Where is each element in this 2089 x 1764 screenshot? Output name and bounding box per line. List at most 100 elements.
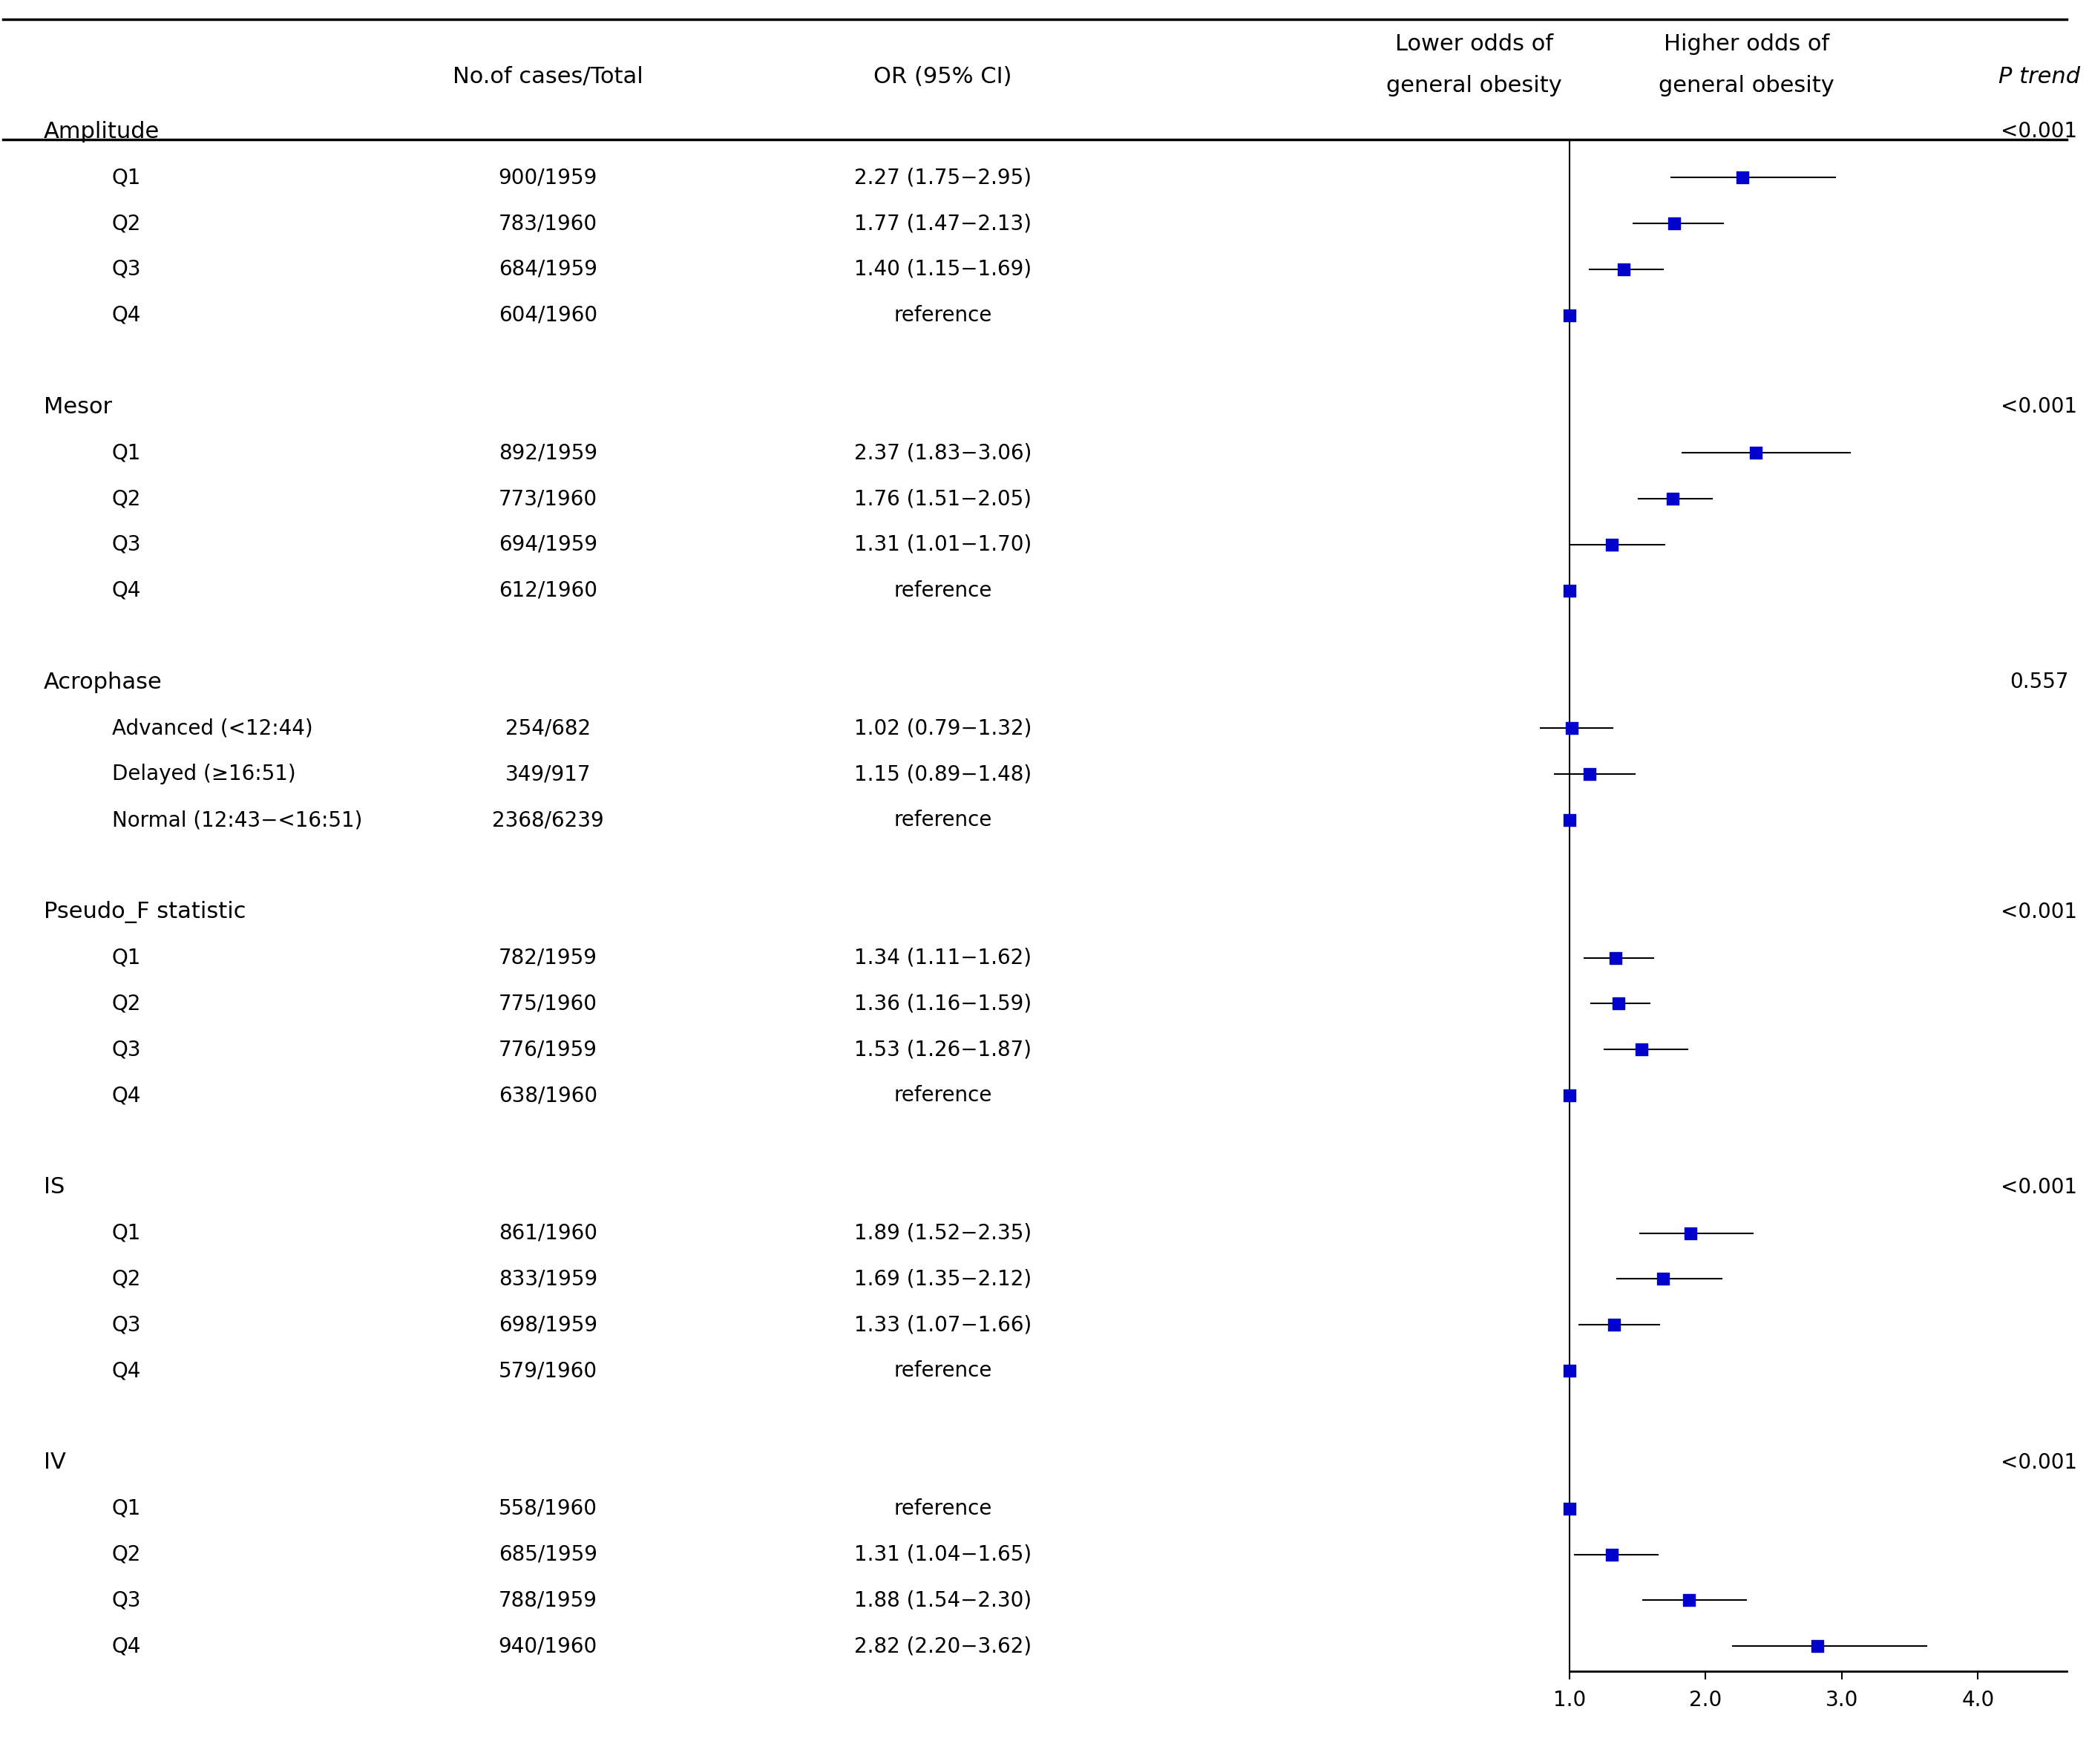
Text: 833/1959: 833/1959 <box>499 1268 597 1289</box>
Text: 558/1960: 558/1960 <box>499 1498 597 1519</box>
Text: Q3: Q3 <box>113 259 142 280</box>
Point <box>1552 302 1586 330</box>
Text: 788/1959: 788/1959 <box>499 1589 597 1611</box>
Text: 1.33 (1.07−1.66): 1.33 (1.07−1.66) <box>854 1314 1032 1335</box>
Text: 775/1960: 775/1960 <box>499 993 597 1014</box>
Text: 1.88 (1.54−2.30): 1.88 (1.54−2.30) <box>854 1589 1032 1611</box>
Point <box>1556 714 1590 743</box>
Text: Q4: Q4 <box>113 305 142 326</box>
Text: Pseudo_F statistic: Pseudo_F statistic <box>44 901 247 923</box>
Text: <0.001: <0.001 <box>2001 1452 2076 1473</box>
Point <box>1552 577 1586 605</box>
Text: Q2: Q2 <box>113 1268 142 1289</box>
Text: 1.02 (0.79−1.32): 1.02 (0.79−1.32) <box>854 718 1032 739</box>
Text: P trend: P trend <box>1999 65 2081 86</box>
Text: 1.69 (1.35−2.12): 1.69 (1.35−2.12) <box>854 1268 1032 1289</box>
Text: 604/1960: 604/1960 <box>499 305 597 326</box>
Text: IV: IV <box>44 1452 67 1473</box>
Text: 2.37 (1.83−3.06): 2.37 (1.83−3.06) <box>854 443 1032 464</box>
Text: 638/1960: 638/1960 <box>499 1085 597 1106</box>
Text: Q3: Q3 <box>113 1314 142 1335</box>
Text: 1.40 (1.15−1.69): 1.40 (1.15−1.69) <box>854 259 1032 280</box>
Text: IS: IS <box>44 1177 65 1198</box>
Text: 783/1960: 783/1960 <box>499 213 597 235</box>
Text: 2.27 (1.75−2.95): 2.27 (1.75−2.95) <box>854 168 1032 189</box>
Text: 773/1960: 773/1960 <box>499 489 597 510</box>
Text: Q2: Q2 <box>113 489 142 510</box>
Text: reference: reference <box>894 580 992 602</box>
Point <box>1646 1265 1680 1293</box>
Text: 349/917: 349/917 <box>506 764 591 785</box>
Text: Q4: Q4 <box>113 1635 142 1656</box>
Text: 1.31 (1.04−1.65): 1.31 (1.04−1.65) <box>854 1544 1032 1565</box>
Text: Higher odds of: Higher odds of <box>1663 34 1830 55</box>
Text: <0.001: <0.001 <box>2001 1177 2076 1198</box>
Text: 1.34 (1.11−1.62): 1.34 (1.11−1.62) <box>854 947 1032 968</box>
Text: reference: reference <box>894 810 992 831</box>
Text: Q3: Q3 <box>113 1039 142 1060</box>
Text: Delayed (≥16:51): Delayed (≥16:51) <box>113 764 297 785</box>
Point <box>1673 1219 1707 1247</box>
Text: 1.36 (1.16−1.59): 1.36 (1.16−1.59) <box>854 993 1032 1014</box>
Point <box>1726 164 1759 192</box>
Text: Q2: Q2 <box>113 1544 142 1565</box>
Text: Q4: Q4 <box>113 580 142 602</box>
Text: 2.0: 2.0 <box>1690 1690 1721 1711</box>
Point <box>1602 990 1636 1018</box>
Text: Q2: Q2 <box>113 993 142 1014</box>
Text: reference: reference <box>894 1498 992 1519</box>
Text: Lower odds of: Lower odds of <box>1395 34 1552 55</box>
Text: 1.15 (0.89−1.48): 1.15 (0.89−1.48) <box>854 764 1032 785</box>
Text: 612/1960: 612/1960 <box>499 580 597 602</box>
Point <box>1552 1081 1586 1110</box>
Text: Q1: Q1 <box>113 1222 142 1244</box>
Text: Q1: Q1 <box>113 168 142 189</box>
Point <box>1594 531 1627 559</box>
Point <box>1598 1311 1632 1339</box>
Point <box>1594 1540 1627 1568</box>
Text: reference: reference <box>894 305 992 326</box>
Text: 2.82 (2.20−3.62): 2.82 (2.20−3.62) <box>854 1635 1032 1656</box>
Text: 1.0: 1.0 <box>1552 1690 1586 1711</box>
Text: 2368/6239: 2368/6239 <box>491 810 604 831</box>
Text: general obesity: general obesity <box>1387 74 1563 97</box>
Text: 776/1959: 776/1959 <box>499 1039 597 1060</box>
Point <box>1598 944 1632 972</box>
Text: Q2: Q2 <box>113 213 142 235</box>
Point <box>1673 1586 1707 1614</box>
Point <box>1625 1035 1659 1064</box>
Point <box>1552 1357 1586 1385</box>
Text: Q1: Q1 <box>113 1498 142 1519</box>
Text: 4.0: 4.0 <box>1962 1690 1995 1711</box>
Text: Q3: Q3 <box>113 534 142 556</box>
Text: Amplitude: Amplitude <box>44 122 161 143</box>
Text: Mesor: Mesor <box>44 397 113 418</box>
Text: <0.001: <0.001 <box>2001 122 2076 141</box>
Point <box>1606 256 1640 284</box>
Text: Acrophase: Acrophase <box>44 672 163 693</box>
Text: Normal (12:43−<16:51): Normal (12:43−<16:51) <box>113 810 361 831</box>
Text: Q4: Q4 <box>113 1360 142 1381</box>
Text: 782/1959: 782/1959 <box>499 947 597 968</box>
Text: 1.53 (1.26−1.87): 1.53 (1.26−1.87) <box>854 1039 1032 1060</box>
Text: OR (95% CI): OR (95% CI) <box>873 65 1011 86</box>
Text: Q4: Q4 <box>113 1085 142 1106</box>
Text: 1.77 (1.47−2.13): 1.77 (1.47−2.13) <box>854 213 1032 235</box>
Text: Q1: Q1 <box>113 947 142 968</box>
Point <box>1552 1494 1586 1522</box>
Text: general obesity: general obesity <box>1659 74 1834 97</box>
Text: reference: reference <box>894 1085 992 1106</box>
Text: reference: reference <box>894 1360 992 1381</box>
Text: 694/1959: 694/1959 <box>499 534 597 556</box>
Text: 3.0: 3.0 <box>1826 1690 1857 1711</box>
Point <box>1552 806 1586 834</box>
Text: Q3: Q3 <box>113 1589 142 1611</box>
Text: <0.001: <0.001 <box>2001 901 2076 923</box>
Point <box>1657 485 1690 513</box>
Text: 685/1959: 685/1959 <box>499 1544 597 1565</box>
Text: 254/682: 254/682 <box>506 718 591 739</box>
Point <box>1801 1632 1834 1660</box>
Text: 1.31 (1.01−1.70): 1.31 (1.01−1.70) <box>854 534 1032 556</box>
Text: 861/1960: 861/1960 <box>499 1222 597 1244</box>
Text: 940/1960: 940/1960 <box>499 1635 597 1656</box>
